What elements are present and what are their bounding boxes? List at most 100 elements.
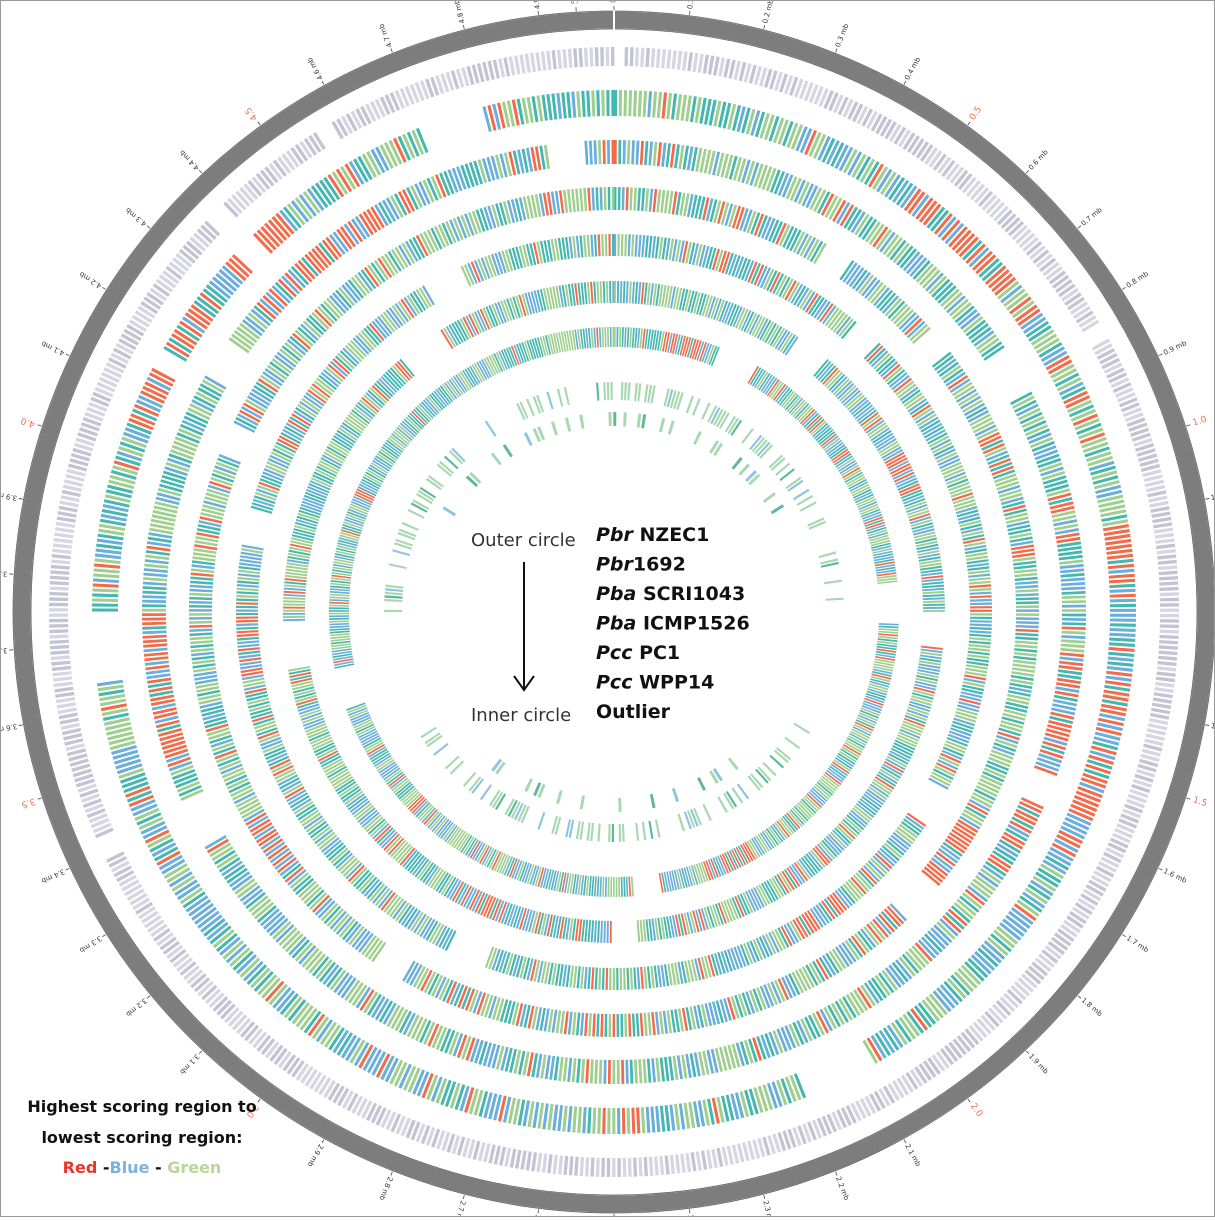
track-segment [670, 1155, 675, 1174]
track-segment [541, 51, 547, 70]
track-segment [49, 603, 68, 607]
track-segment [572, 1106, 577, 1132]
tick-mark [102, 287, 105, 289]
track-segment [509, 56, 516, 75]
track-segment [739, 463, 751, 475]
track-segment [591, 328, 594, 348]
track-segment [236, 599, 258, 602]
track-segment [923, 594, 945, 597]
track-segment [625, 1060, 628, 1084]
tick-mark [38, 425, 42, 426]
track-segment [1158, 651, 1177, 656]
track-segment [638, 91, 642, 117]
track-segment [1160, 587, 1179, 591]
track-segment [283, 594, 305, 597]
track-segment [666, 143, 672, 167]
tick-mark [538, 1209, 539, 1213]
track-segment [610, 327, 612, 347]
track-segment [629, 187, 632, 210]
track-segment [584, 1013, 588, 1036]
major-tick-label: 5.0 [570, 0, 581, 5]
track-segment [1062, 600, 1086, 603]
track-segment [385, 595, 403, 598]
track-segment [593, 282, 596, 304]
track-segment [596, 383, 599, 401]
track-segment [189, 617, 212, 620]
track-segment [672, 50, 677, 69]
track-segment [666, 50, 671, 69]
tick-mark [322, 81, 324, 85]
track-segment [621, 877, 623, 897]
track-segment [520, 1150, 526, 1169]
track-segment [629, 281, 632, 303]
track-segment [621, 234, 624, 256]
tick-mark [1122, 935, 1125, 937]
track-segment [610, 921, 612, 943]
track-segment [606, 90, 609, 116]
track-segment [633, 967, 636, 989]
track-segment [236, 609, 258, 611]
track-segment [1061, 635, 1085, 639]
track-segment [237, 580, 259, 584]
track-segment [652, 92, 657, 118]
score-key-red: Red [63, 1158, 98, 1177]
track-segment [640, 1013, 644, 1036]
track-segment [608, 187, 611, 210]
track-segment [657, 92, 662, 118]
track-segment [143, 577, 167, 581]
track-segment [616, 968, 618, 990]
track-segment [711, 1149, 718, 1168]
track-segment [1160, 609, 1179, 612]
track-segment [236, 595, 258, 598]
track-segment [641, 1107, 646, 1133]
track-segment [596, 187, 599, 210]
track-segment [1110, 628, 1136, 632]
tick-label: 3.9 mb [0, 489, 18, 502]
track-segment [1107, 554, 1133, 560]
tick-label: 1.4 mb [1210, 722, 1215, 735]
tick-mark [19, 725, 23, 726]
track-segment [93, 578, 119, 583]
track-segment [619, 90, 622, 116]
track-segment [58, 511, 77, 518]
track-segment [638, 235, 642, 257]
track-segment [237, 640, 259, 644]
track-segment [599, 327, 602, 347]
track-segment [609, 281, 611, 303]
track-segment [600, 47, 604, 66]
score-key-blue: Blue [110, 1158, 150, 1177]
major-tick-label: 4.0 [20, 415, 37, 429]
track-segment [606, 47, 610, 66]
legend-track-name: Pcc PC1 [596, 642, 680, 664]
track-segment [648, 821, 653, 839]
track-segment [55, 527, 74, 533]
track-segment [969, 581, 991, 585]
tick-label: 0.1 mb [686, 0, 697, 10]
track-segment [620, 281, 622, 303]
track-segment [922, 581, 944, 585]
track-segment [330, 631, 350, 634]
track-segment [556, 93, 562, 119]
track-segment [794, 723, 810, 734]
track-segment [878, 633, 898, 636]
major-tick-label: 1.5 [1191, 795, 1208, 809]
tick-label: 2.1 mb [903, 1143, 922, 1169]
track-segment [50, 581, 69, 585]
track-segment [480, 784, 492, 800]
track-segment [579, 235, 583, 257]
track-segment [1015, 589, 1038, 593]
track-segment [1106, 549, 1132, 555]
track-segment [51, 661, 70, 666]
track-segment [1156, 671, 1175, 677]
track-segment [1155, 533, 1174, 539]
track-segment [1159, 640, 1178, 644]
track-segment [608, 412, 611, 426]
track-segment [593, 328, 596, 348]
track-segment [551, 421, 558, 435]
track-segment [635, 47, 639, 66]
track-segment [52, 549, 71, 554]
track-segment [634, 383, 638, 401]
tick-mark [689, 1209, 690, 1213]
tick-label: 4.8 mb [453, 0, 467, 24]
